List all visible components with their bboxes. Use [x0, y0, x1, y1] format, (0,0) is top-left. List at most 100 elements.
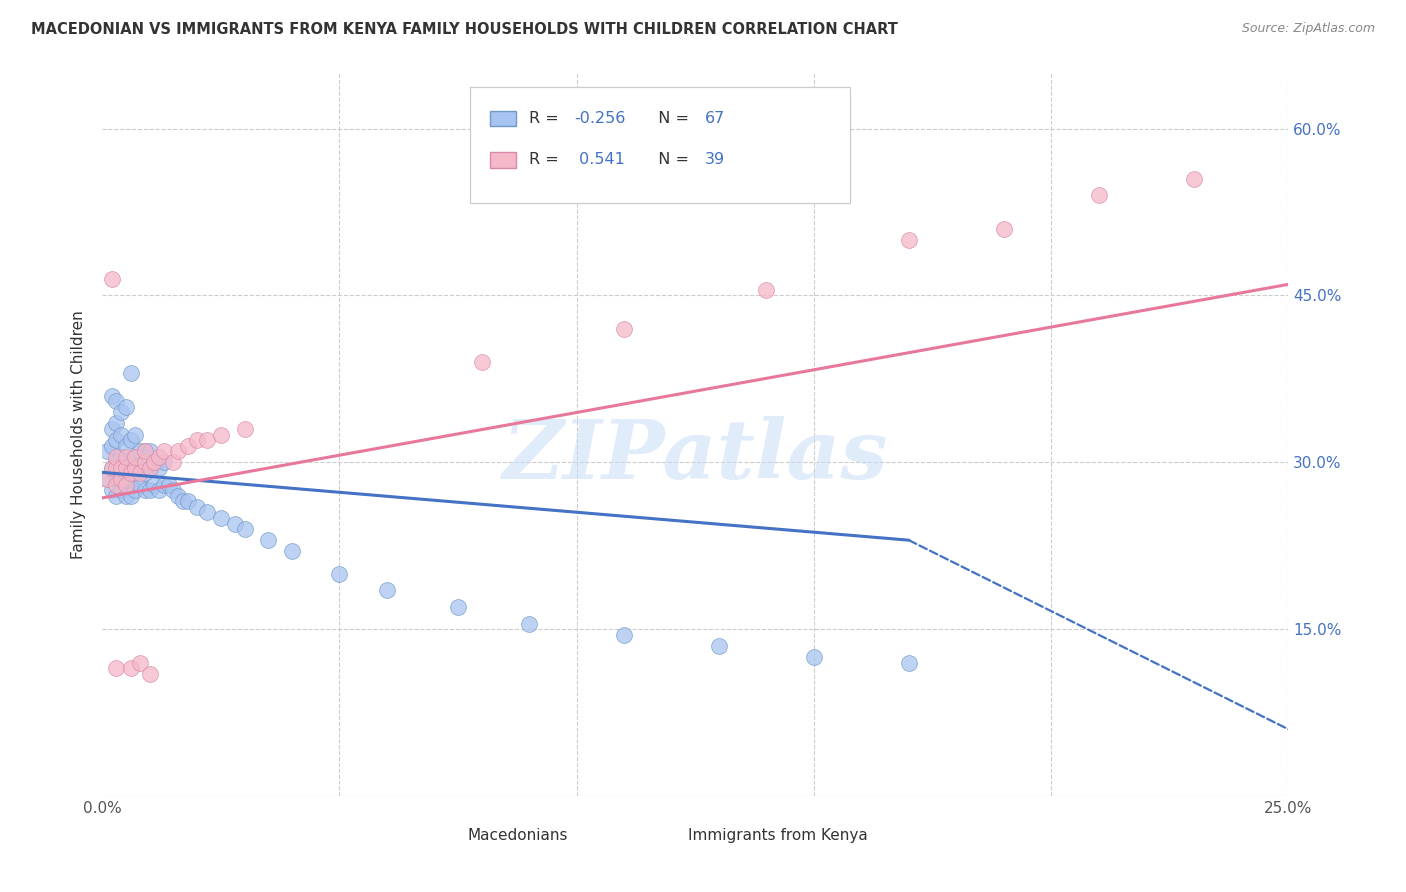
- Point: [1087, 188, 1109, 202]
- Text: 0.541: 0.541: [574, 153, 626, 167]
- Point: [224, 516, 246, 531]
- Point: [100, 461, 122, 475]
- Point: [993, 221, 1015, 235]
- Point: [115, 461, 138, 475]
- Point: [195, 433, 218, 447]
- Point: [167, 444, 190, 458]
- Point: [138, 461, 160, 475]
- Text: ZIPatlas: ZIPatlas: [502, 417, 889, 496]
- Point: [129, 477, 152, 491]
- Point: [105, 661, 128, 675]
- Point: [209, 511, 232, 525]
- Point: [129, 444, 152, 458]
- Point: [115, 472, 138, 486]
- Point: [115, 455, 138, 469]
- Point: [110, 472, 132, 486]
- Point: [120, 489, 142, 503]
- Point: [110, 483, 132, 497]
- Point: [124, 461, 146, 475]
- Point: [115, 477, 138, 491]
- Point: [124, 427, 146, 442]
- Point: [110, 467, 132, 481]
- Point: [134, 444, 156, 458]
- Text: 39: 39: [704, 153, 725, 167]
- Point: [153, 455, 176, 469]
- Text: MACEDONIAN VS IMMIGRANTS FROM KENYA FAMILY HOUSEHOLDS WITH CHILDREN CORRELATION : MACEDONIAN VS IMMIGRANTS FROM KENYA FAMI…: [31, 22, 898, 37]
- Point: [148, 483, 170, 497]
- Point: [129, 467, 152, 481]
- Point: [186, 500, 208, 514]
- Point: [105, 394, 128, 409]
- Point: [157, 477, 180, 491]
- Point: [96, 472, 118, 486]
- Point: [172, 494, 194, 508]
- FancyBboxPatch shape: [460, 828, 486, 844]
- Point: [447, 599, 470, 614]
- Point: [129, 461, 152, 475]
- Point: [129, 656, 152, 670]
- Point: [100, 483, 122, 497]
- Point: [124, 483, 146, 497]
- Text: R =: R =: [529, 153, 564, 167]
- Point: [100, 439, 122, 453]
- Text: Source: ZipAtlas.com: Source: ZipAtlas.com: [1241, 22, 1375, 36]
- Point: [138, 444, 160, 458]
- Point: [105, 455, 128, 469]
- Point: [257, 533, 280, 548]
- Point: [138, 483, 160, 497]
- Point: [707, 639, 730, 653]
- Point: [105, 477, 128, 491]
- Point: [176, 439, 198, 453]
- Point: [124, 450, 146, 464]
- Text: R =: R =: [529, 111, 564, 126]
- Point: [143, 477, 166, 491]
- Point: [328, 566, 350, 581]
- Point: [115, 439, 138, 453]
- FancyBboxPatch shape: [713, 828, 740, 844]
- Point: [105, 417, 128, 431]
- Point: [105, 450, 128, 464]
- Point: [148, 461, 170, 475]
- Point: [281, 544, 304, 558]
- Point: [110, 405, 132, 419]
- Point: [186, 433, 208, 447]
- Point: [167, 489, 190, 503]
- Text: -0.256: -0.256: [574, 111, 626, 126]
- Point: [110, 450, 132, 464]
- Point: [162, 483, 184, 497]
- Point: [209, 427, 232, 442]
- Point: [105, 433, 128, 447]
- Point: [100, 272, 122, 286]
- Point: [100, 422, 122, 436]
- Point: [148, 450, 170, 464]
- Point: [613, 628, 636, 642]
- Point: [153, 477, 176, 491]
- Point: [120, 433, 142, 447]
- Text: Immigrants from Kenya: Immigrants from Kenya: [689, 829, 869, 843]
- Point: [134, 467, 156, 481]
- Point: [100, 388, 122, 402]
- Point: [803, 650, 825, 665]
- Point: [124, 467, 146, 481]
- Point: [897, 233, 920, 247]
- Point: [195, 505, 218, 519]
- FancyBboxPatch shape: [470, 87, 849, 203]
- Point: [375, 583, 398, 598]
- Point: [153, 444, 176, 458]
- Point: [176, 494, 198, 508]
- Point: [1182, 171, 1205, 186]
- Point: [120, 455, 142, 469]
- Text: Macedonians: Macedonians: [467, 829, 568, 843]
- Point: [755, 283, 778, 297]
- FancyBboxPatch shape: [491, 152, 516, 168]
- Point: [162, 455, 184, 469]
- Point: [120, 367, 142, 381]
- Point: [105, 489, 128, 503]
- Text: N =: N =: [648, 153, 695, 167]
- Point: [120, 467, 142, 481]
- Point: [471, 355, 494, 369]
- Y-axis label: Family Households with Children: Family Households with Children: [72, 310, 86, 559]
- Text: 67: 67: [704, 111, 725, 126]
- Point: [115, 400, 138, 414]
- Point: [517, 616, 540, 631]
